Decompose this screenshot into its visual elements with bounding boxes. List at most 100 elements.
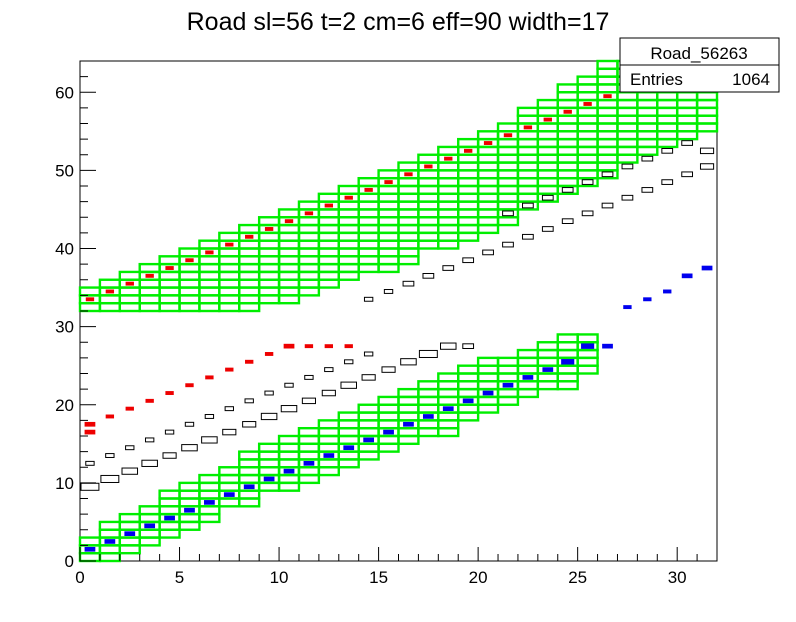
hit-box — [144, 437, 155, 443]
hit-box — [303, 461, 315, 466]
hit-box — [641, 155, 654, 162]
hit-box — [283, 468, 295, 474]
hit-box — [141, 459, 158, 467]
hit-box — [603, 94, 612, 99]
road-cell — [556, 83, 579, 94]
hit-box — [145, 398, 154, 403]
road-cell — [556, 333, 579, 344]
hit-box — [344, 195, 353, 200]
hit-box — [165, 391, 174, 395]
y-tick-label: 0 — [65, 552, 74, 571]
hit-box — [125, 445, 135, 451]
hit-box — [561, 359, 575, 365]
hit-box — [245, 234, 254, 239]
axes-group: 0 5 10 15 20 25 30 0 10 20 30 40 50 60 — [55, 60, 718, 587]
hit-box — [463, 148, 473, 153]
hit-box — [184, 507, 195, 513]
road-cell — [297, 200, 321, 211]
hit-box — [442, 406, 454, 411]
stats-box-name: Road_56263 — [650, 44, 747, 63]
hit-box — [462, 343, 475, 349]
hit-box — [581, 343, 595, 349]
road-cell — [118, 270, 141, 281]
hit-box — [502, 241, 514, 248]
hit-box — [145, 273, 154, 278]
hit-box — [424, 164, 433, 169]
road-cell — [576, 333, 599, 344]
road-cell — [496, 122, 520, 133]
hit-box — [502, 210, 514, 217]
hit-box — [222, 428, 237, 436]
hit-box — [164, 515, 175, 521]
hit-box — [224, 406, 234, 412]
road-cell — [536, 98, 559, 110]
hit-box — [561, 218, 574, 224]
hit-box — [301, 397, 316, 405]
hit-box — [104, 539, 116, 544]
hit-box — [324, 203, 334, 208]
road-cell — [397, 161, 420, 172]
hit-box — [681, 171, 694, 178]
x-tick-label: 0 — [75, 568, 84, 587]
hit-box — [205, 250, 214, 255]
hit-box — [502, 382, 514, 388]
hit-box — [324, 344, 334, 349]
hit-box — [400, 358, 417, 366]
road-cell — [476, 356, 500, 367]
hit-box — [623, 305, 632, 310]
road-cell — [516, 106, 540, 117]
hit-box — [181, 444, 198, 452]
hit-box — [641, 187, 654, 193]
hit-box — [699, 163, 715, 170]
hit-box — [581, 179, 594, 185]
road-cell — [397, 387, 420, 399]
road-cell — [98, 520, 122, 531]
road-outline-group — [78, 59, 719, 563]
road-cell — [78, 286, 102, 297]
hit-box — [105, 414, 115, 419]
road-cell — [98, 278, 122, 289]
hit-box — [105, 453, 115, 458]
hit-box — [483, 141, 493, 145]
x-tick-label: 25 — [568, 568, 587, 587]
x-tick-label: 20 — [469, 568, 488, 587]
hit-box — [661, 179, 674, 185]
road-cell — [238, 450, 261, 461]
road-cell — [118, 512, 141, 524]
road-cell — [357, 403, 380, 414]
chart-title: Road sl=56 t=2 cm=6 eff=90 width=17 — [187, 8, 610, 36]
road-cell — [178, 481, 201, 492]
hit-box — [245, 359, 254, 364]
road-cell — [238, 223, 261, 235]
road-cell — [377, 169, 400, 180]
road-cell — [317, 419, 340, 430]
stats-box-entries-value: 1064 — [732, 70, 770, 89]
road-cell — [277, 208, 301, 219]
hit-box — [264, 390, 274, 396]
hit-box — [522, 233, 534, 240]
hit-box — [601, 171, 614, 178]
stats-box-entries-label: Entries — [630, 70, 683, 89]
road-cell — [417, 380, 440, 391]
hit-box — [482, 249, 494, 256]
y-tick-label: 30 — [55, 318, 74, 337]
stats-box-name-cell — [619, 37, 780, 66]
hit-box — [522, 202, 534, 209]
road-cell — [277, 434, 301, 446]
hit-box — [264, 352, 274, 356]
hit-box — [225, 367, 234, 372]
hit-box — [185, 258, 194, 263]
road-cell — [457, 364, 480, 375]
hit-box — [304, 211, 314, 216]
hit-box — [384, 180, 393, 185]
road-cell — [297, 426, 321, 438]
hit-box — [344, 344, 353, 349]
hit-box — [304, 344, 314, 349]
hit-box — [381, 366, 396, 373]
hit-box — [602, 343, 613, 349]
hit-box — [225, 242, 234, 247]
road-cell — [496, 356, 520, 367]
road-cell — [337, 184, 360, 196]
hit-box — [100, 474, 120, 483]
